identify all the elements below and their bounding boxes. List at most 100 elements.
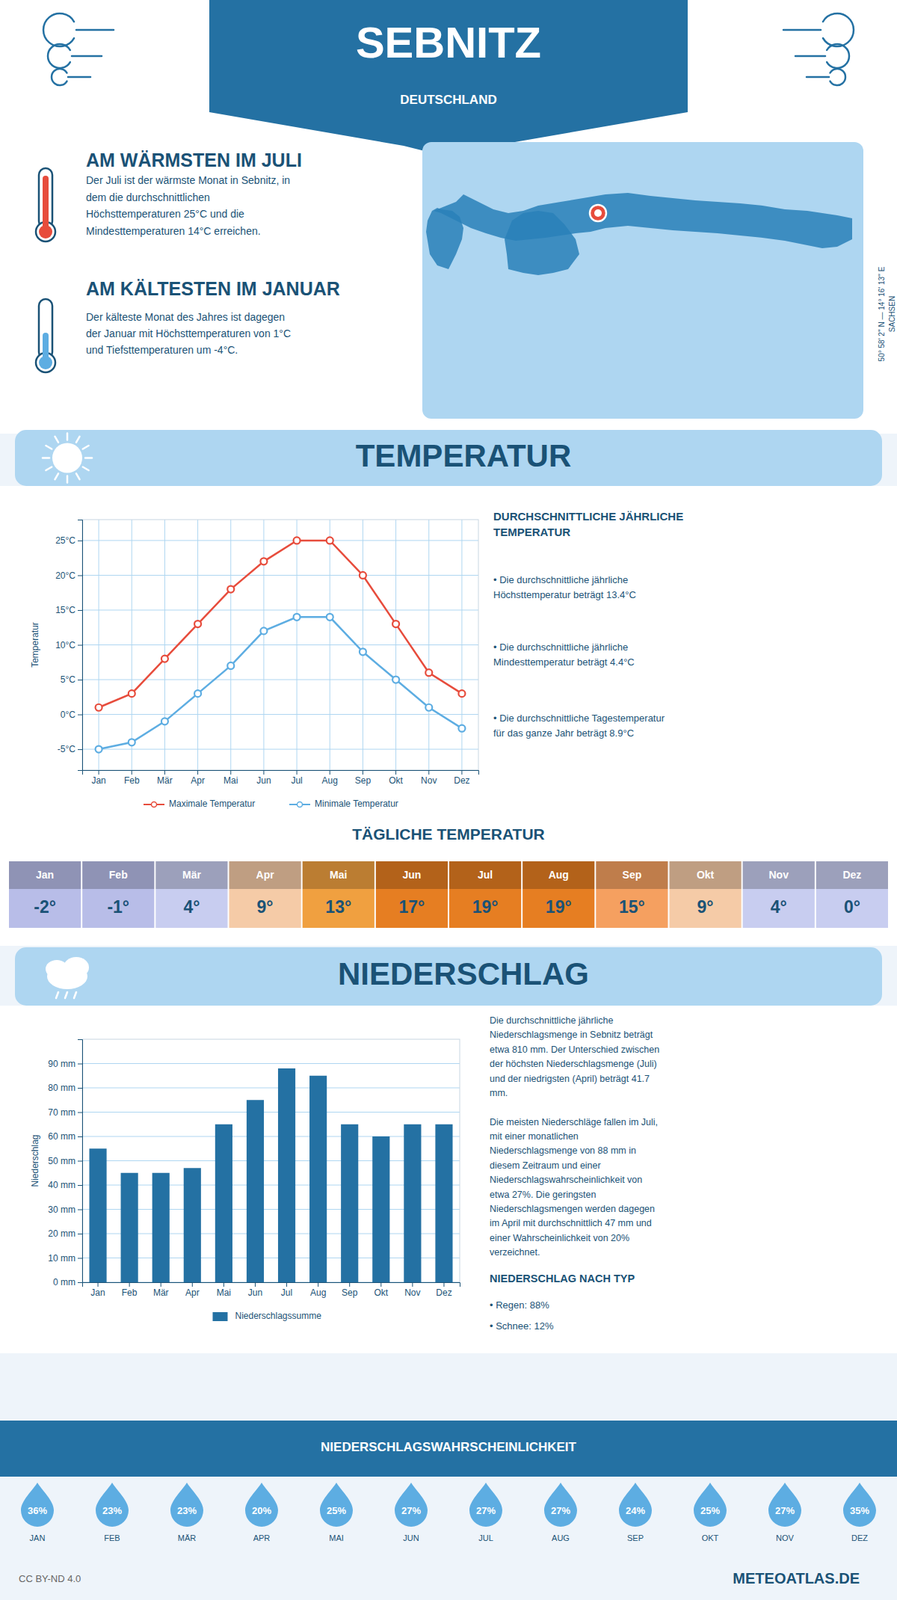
y-tick-label: 80 mm (47, 1082, 76, 1093)
sun-ray (42, 456, 50, 459)
page-background (0, 0, 897, 1600)
table-header-label: Feb (109, 867, 128, 880)
point (293, 536, 301, 544)
drop (319, 1482, 353, 1527)
x-tick-mark (197, 769, 199, 775)
data-label: 9° (257, 897, 274, 917)
category-label: MÄR (177, 1533, 197, 1543)
grid-line-x (395, 519, 397, 770)
table-cell (302, 888, 375, 928)
x-tick: Dez (453, 769, 470, 786)
sun-ray (55, 473, 60, 480)
map-background (422, 142, 864, 419)
x-tick-mark (296, 769, 298, 775)
x-tick-mark (461, 769, 462, 775)
table-header (816, 861, 889, 889)
info (35, 142, 864, 419)
point (425, 704, 433, 711)
annotation: CC BY-ND 4.0 (18, 1572, 81, 1584)
grid-line-x (131, 519, 133, 770)
y-tick-label: 0°C (60, 709, 76, 720)
data-label: 27% (550, 1504, 571, 1516)
grid-line-y (82, 713, 479, 715)
point (161, 717, 169, 725)
drop (20, 1482, 54, 1527)
bar (278, 1068, 296, 1282)
y-tick-mark (77, 1063, 83, 1065)
y-tick: 60 mm (47, 1130, 83, 1142)
bar (309, 1075, 327, 1282)
sun-ray (82, 445, 89, 450)
x-tick-mark (129, 1281, 131, 1287)
y-tick: 10 mm (47, 1252, 83, 1264)
x-tick-mark (443, 1281, 445, 1287)
x-tick-label: Jan (90, 1287, 105, 1298)
bar (183, 1167, 202, 1282)
data-label: 25% (326, 1504, 347, 1516)
y-tick: 40 mm (47, 1179, 83, 1191)
category-label: JAN (29, 1533, 46, 1543)
y-tick: 20 mm (47, 1228, 83, 1239)
drop (618, 1482, 652, 1527)
table-header (302, 861, 375, 889)
y-tick: 10°C (55, 639, 83, 651)
annotation: Der Juli ist der wärmste Monat in Sebnit… (85, 174, 291, 237)
point (194, 620, 202, 628)
table-cell (669, 888, 741, 928)
table-header-label: Mai (329, 867, 347, 880)
sun-ray (85, 456, 92, 459)
table-header (375, 861, 448, 889)
x-tick-mark (317, 1281, 319, 1287)
y-tick-label: 30 mm (47, 1204, 76, 1215)
point (260, 557, 267, 565)
table-cell (375, 888, 448, 928)
y-tick: 15°C (55, 604, 83, 616)
table-header-label: Apr (256, 867, 276, 880)
x-tick: Jun (256, 769, 271, 786)
plot-frame (82, 519, 479, 770)
data-label: 24% (625, 1504, 646, 1516)
data-label: 25% (700, 1504, 720, 1516)
section-banner-background (14, 429, 883, 486)
y-tick-mark (77, 714, 83, 716)
x-tick-mark (411, 1281, 413, 1287)
x-tick: Mär (153, 1281, 169, 1298)
data-label: 27% (476, 1504, 496, 1516)
point (161, 655, 169, 663)
cloud-icon (63, 956, 89, 978)
grid-line-y (82, 1257, 460, 1259)
data-label: 4° (770, 897, 788, 917)
grid-line-y (82, 644, 479, 646)
x-tick-mark (230, 769, 231, 775)
x-tick-label: Feb (121, 1287, 138, 1298)
table-header-label: Jun (402, 867, 421, 880)
daily-temperature-table: TÄGLICHE TEMPERATURJan-2°Feb-1°Mär4°Apr9… (8, 825, 889, 928)
grid-line-y (82, 574, 479, 576)
annotation: Die durchschnittliche jährlicheNiedersch… (489, 1015, 660, 1258)
x-tick-mark (380, 1281, 382, 1287)
point (227, 662, 234, 670)
x-tick: Okt (388, 769, 403, 786)
table-header-label: Aug (548, 867, 569, 880)
table-cell (522, 888, 595, 928)
x-tick-mark (286, 1281, 288, 1287)
point (392, 620, 400, 628)
chart-title: NIEDERSCHLAGSWAHRSCHEINLICHKEIT (320, 1439, 578, 1454)
annotation: • Regen: 88% (489, 1299, 550, 1311)
category-label: SEP (627, 1533, 644, 1543)
point (326, 613, 334, 621)
table-header-label: Nov (769, 867, 790, 880)
x-tick-label: Jul (281, 1287, 293, 1298)
annotation: Der kälteste Monat des Jahres ist dagege… (85, 310, 291, 356)
map-shape (426, 207, 464, 270)
x-tick: Mär (156, 769, 173, 786)
sun-ray (66, 433, 69, 441)
line (98, 616, 462, 749)
table-cell (155, 888, 228, 928)
table-header-label: Dez (842, 867, 862, 880)
drop (469, 1482, 503, 1527)
data-label: -2° (33, 897, 57, 917)
table-background (0, 822, 897, 946)
x-tick: Apr (190, 769, 205, 786)
section-banner: NIEDERSCHLAG (14, 947, 883, 1006)
